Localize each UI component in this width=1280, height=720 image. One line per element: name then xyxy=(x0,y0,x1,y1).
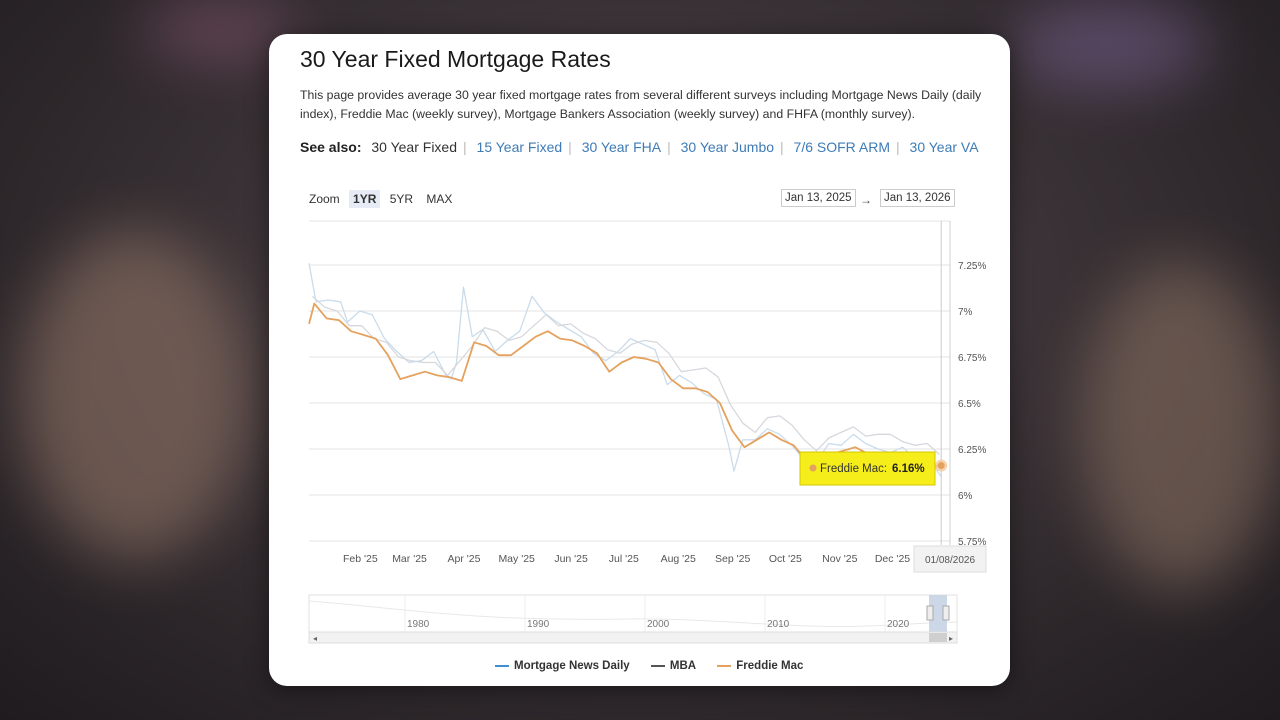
y-tick-label: 7% xyxy=(958,307,973,318)
see-also-30-year-fixed[interactable]: 30 Year Fixed xyxy=(371,139,457,155)
chart-legend: Mortgage News Daily MBA Freddie Mac xyxy=(495,660,821,672)
y-tick-label: 6.25% xyxy=(958,445,986,456)
page-description: This page provides average 30 year fixed… xyxy=(300,88,982,121)
see-also-separator: | xyxy=(896,139,900,155)
date-label: 01/08/2026 xyxy=(925,555,975,566)
background-blur-top xyxy=(1010,0,1210,90)
see-also-label: See also: xyxy=(300,139,362,155)
hover-marker xyxy=(937,462,945,470)
range-end-wrapper: Jan 13, 2026 xyxy=(880,189,955,207)
series-freddie-mac xyxy=(308,302,942,469)
navigator-tick-label: 1990 xyxy=(527,619,550,630)
see-also-30-year-jumbo[interactable]: 30 Year Jumbo xyxy=(680,139,775,155)
legend-item-mortgage-news-daily[interactable]: Mortgage News Daily xyxy=(495,660,630,672)
chart-card: 30 Year Fixed Mortgage Rates This page p… xyxy=(269,34,1010,686)
navigator: 1980 1990 2000 2010 2020 ◂ ▸ xyxy=(308,594,958,644)
navigator-scrollbar xyxy=(308,631,958,644)
series-mortgage-news-daily xyxy=(308,263,942,477)
x-tick-label: Aug '25 xyxy=(661,553,696,565)
range-start-input[interactable]: Jan 13, 2025 xyxy=(781,189,856,207)
tooltip-value: 6.16% xyxy=(892,463,925,475)
background-blur-right xyxy=(1080,260,1280,590)
legend-swatch xyxy=(650,664,665,667)
chart-grid xyxy=(309,220,951,545)
legend-swatch xyxy=(717,664,732,667)
legend-item-mba[interactable]: MBA xyxy=(650,660,697,672)
zoom-5yr-button[interactable]: 5YR xyxy=(389,192,414,206)
scroll-left-arrow: ◂ xyxy=(313,634,317,643)
y-tick-label: 6% xyxy=(958,491,973,502)
see-also-separator: | xyxy=(463,139,467,155)
range-start-wrapper: Jan 13, 2025 xyxy=(781,189,856,207)
see-also-separator: | xyxy=(568,139,572,155)
navigator-window xyxy=(929,595,947,632)
x-tick-label: Sep '25 xyxy=(715,553,750,565)
x-tick-label: Nov '25 xyxy=(822,553,857,565)
navigator-tick-label: 1980 xyxy=(407,619,430,630)
legend-item-freddie-mac[interactable]: Freddie Mac xyxy=(717,660,803,672)
zoom-max-button[interactable]: MAX xyxy=(426,192,453,206)
y-tick-label: 6.5% xyxy=(958,399,981,410)
x-tick-label: Feb '25 xyxy=(343,553,378,565)
x-tick-label: Jun '25 xyxy=(554,553,588,565)
date-label-box xyxy=(913,545,987,573)
x-tick-label: Apr '25 xyxy=(448,553,481,565)
navigator-tick-label: 2010 xyxy=(767,619,790,630)
y-axis-ticks: 7.25% 7% 6.75% 6.5% 6.25% 6% 5.75% xyxy=(958,261,986,548)
navigator-handle-left xyxy=(926,605,934,621)
mortgage-rate-chart[interactable]: 7.25% 7% 6.75% 6.5% 6.25% 6% 5.75% Feb '25 Mar … xyxy=(269,34,1010,686)
page-title: 30 Year Fixed Mortgage Rates xyxy=(300,46,611,72)
x-tick-label: Dec '25 xyxy=(875,553,910,565)
navigator-series xyxy=(308,600,958,628)
chart-series xyxy=(308,263,942,477)
range-end-input[interactable]: Jan 13, 2026 xyxy=(880,189,955,207)
see-also-30-year-fha[interactable]: 30 Year FHA xyxy=(581,139,662,155)
x-axis-ticks: Feb '25 Mar '25 Apr '25 May '25 Jun '25 Jul '… xyxy=(343,553,910,565)
y-tick-label: 7.25% xyxy=(958,261,986,272)
tooltip-series-name: Freddie Mac: xyxy=(820,463,887,475)
tooltip-box xyxy=(799,451,936,486)
navigator-tick-label: 2020 xyxy=(887,619,910,630)
see-also-separator: | xyxy=(780,139,784,155)
navigator-handle-right xyxy=(942,605,950,621)
legend-label: Mortgage News Daily xyxy=(514,660,630,672)
navigator-scrollbar-thumb xyxy=(929,633,947,642)
see-also-30-year-va[interactable]: 30 Year VA xyxy=(909,139,979,155)
y-tick-label: 5.75% xyxy=(958,537,986,548)
series-mba xyxy=(312,295,940,455)
see-also-15-year-fixed[interactable]: 15 Year Fixed xyxy=(476,139,563,155)
navigator-tick-label: 2000 xyxy=(647,619,670,630)
zoom-1yr-button[interactable]: 1YR xyxy=(349,190,381,208)
background-blur-left xyxy=(20,230,250,560)
x-tick-label: Oct '25 xyxy=(769,553,802,565)
legend-label: MBA xyxy=(669,660,697,672)
legend-label: Freddie Mac xyxy=(736,660,804,672)
range-arrow: → xyxy=(860,193,872,207)
see-also-7-6-sofr-arm[interactable]: 7/6 SOFR ARM xyxy=(793,139,891,155)
chart-tooltip: Freddie Mac: 6.16% 01/08/2026 xyxy=(799,221,987,573)
see-also-links: See also: 30 Year Fixed | 15 Year Fixed | … xyxy=(300,139,979,155)
legend-swatch xyxy=(495,664,509,667)
zoom-label: Zoom xyxy=(309,192,340,206)
see-also-separator: | xyxy=(667,139,671,155)
x-tick-label: May '25 xyxy=(498,553,535,565)
zoom-controls: Zoom 1YR 5YR MAX xyxy=(309,190,456,208)
tooltip-series-dot xyxy=(809,464,817,472)
y-tick-label: 6.75% xyxy=(958,353,986,364)
x-tick-label: Mar '25 xyxy=(392,553,427,565)
x-tick-label: Jul '25 xyxy=(609,553,639,565)
scroll-right-arrow: ▸ xyxy=(949,634,953,643)
